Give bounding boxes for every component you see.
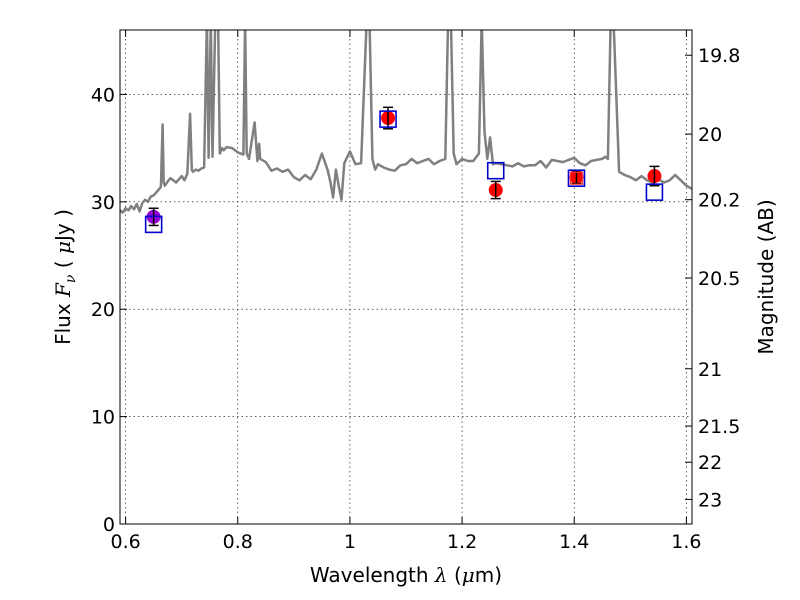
y-tick-label: 10 <box>91 407 115 429</box>
x-tick-label: 0.6 <box>110 531 140 553</box>
model-flux-square <box>486 161 505 180</box>
y-tick-label: 30 <box>91 192 115 214</box>
y-axis-title: Flux Fν ( μJy ) <box>51 209 79 345</box>
y2-axis-title: Magnitude (AB) <box>754 199 778 354</box>
plot-frame <box>119 29 693 525</box>
x-tick-label: 1.4 <box>559 531 589 553</box>
data-marks <box>144 106 664 234</box>
y-tick-label: 20 <box>91 299 115 321</box>
y2-tick-label: 20.2 <box>698 190 740 212</box>
model-flux-square <box>645 183 664 201</box>
model-flux-square-inner <box>569 171 584 185</box>
y-tick-label: 0 <box>103 514 115 536</box>
x-tick-label: 1 <box>344 531 356 553</box>
model-flux-square <box>144 215 163 234</box>
x-axis-title: Wavelength λ (μm) <box>310 563 502 587</box>
model-spectrum-line <box>120 30 692 214</box>
y2-tick-label: 21 <box>698 359 722 381</box>
x-tick-label: 0.8 <box>223 531 253 553</box>
y2-tick-label: 21.5 <box>698 416 740 438</box>
y2-tick-label: 20.5 <box>698 268 740 290</box>
x-tick-label: 1.6 <box>671 531 701 553</box>
y2-tick-label: 22 <box>698 452 722 474</box>
y2-tick-label: 19.8 <box>698 45 740 67</box>
axis-ticks: 0.6 0.8 1 1.2 1.4 1.6 0 10 20 30 40 19.8 20 20.2 20.5 2… <box>91 30 740 553</box>
y-tick-label: 40 <box>91 84 115 106</box>
x-tick-label: 1.2 <box>447 531 477 553</box>
model-flux-square <box>567 169 586 187</box>
y2-tick-label: 23 <box>698 489 722 511</box>
model-flux-square <box>379 110 397 128</box>
y2-tick-label: 20 <box>698 124 722 146</box>
